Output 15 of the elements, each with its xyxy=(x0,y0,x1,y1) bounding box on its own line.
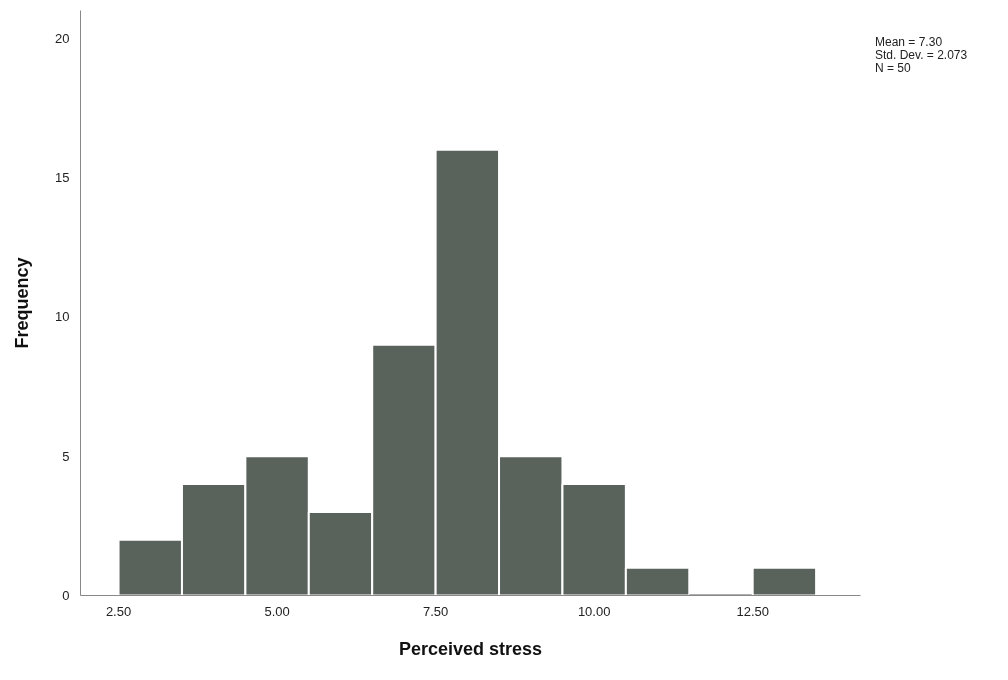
y-tick-label: 20 xyxy=(55,30,70,46)
y-tick-label: 5 xyxy=(62,448,70,464)
text: N = 50 xyxy=(875,61,911,75)
x-tick-label: 10.00 xyxy=(577,603,611,619)
y-tick-label: 0 xyxy=(62,588,70,603)
x-tick-label: 5.00 xyxy=(264,603,290,619)
x-tick-label: 2.50 xyxy=(105,603,132,619)
text: Mean = 7.30 xyxy=(875,35,943,49)
y-axis-title: Frequency xyxy=(12,257,33,349)
text: Std. Dev. = 2.073 xyxy=(875,48,968,62)
x-axis-title: Perceived stress xyxy=(398,638,543,659)
y-tick-label: 10 xyxy=(55,309,70,325)
x-tick-label: 7.50 xyxy=(422,603,449,619)
y-tick-label: 15 xyxy=(55,170,70,186)
x-tick-label: 12.50 xyxy=(736,603,769,619)
